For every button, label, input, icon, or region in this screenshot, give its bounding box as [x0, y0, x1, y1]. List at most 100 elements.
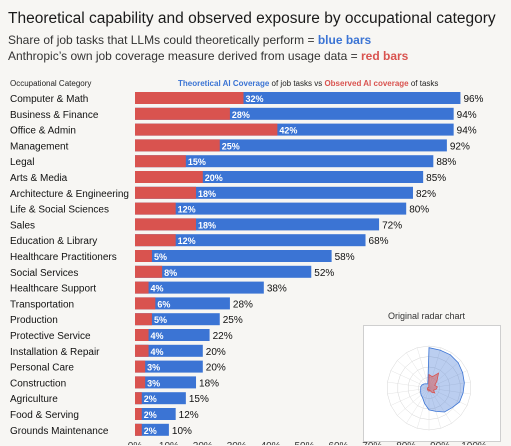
theoretical-bar — [135, 344, 203, 357]
x-tick-label: 60% — [328, 441, 348, 445]
observed-bar — [135, 250, 152, 262]
radar-spoke — [428, 387, 452, 424]
observed-bar — [135, 297, 156, 310]
x-tick-label: 100% — [461, 441, 487, 445]
theoretical-value-label: 82% — [416, 189, 436, 200]
theoretical-bar — [135, 360, 203, 373]
theoretical-value-label: 38% — [267, 284, 287, 295]
category-label: Sales — [10, 220, 35, 231]
category-label: Food & Serving — [10, 410, 79, 421]
category-label: Business & Finance — [10, 110, 99, 121]
category-label: Healthcare Practitioners — [10, 252, 117, 263]
theoretical-value-label: 92% — [450, 141, 470, 152]
theoretical-value-label: 94% — [457, 110, 477, 121]
category-label: Construction — [10, 378, 66, 389]
observed-value-label: 18% — [198, 189, 216, 199]
observed-value-label: 3% — [147, 378, 160, 388]
x-tick-label: 90% — [430, 441, 450, 445]
radar-chart — [387, 345, 471, 431]
x-tick-label: 80% — [396, 441, 416, 445]
inset-title: Original radar chart — [388, 311, 466, 321]
x-tick-label: 70% — [362, 441, 382, 445]
theoretical-bar — [135, 250, 332, 262]
category-label: Arts & Media — [10, 173, 68, 184]
legend-theoretical: Theoretical AI Coverage — [178, 79, 270, 88]
theoretical-value-label: 25% — [223, 315, 243, 326]
category-label: Education & Library — [10, 236, 97, 247]
theoretical-bar — [135, 423, 169, 436]
observed-value-label: 15% — [188, 157, 206, 167]
theoretical-bar — [135, 155, 434, 168]
radar-layer — [387, 345, 471, 431]
category-label: Grounds Maintenance — [10, 426, 109, 437]
theoretical-value-label: 10% — [172, 426, 192, 437]
category-label: Production — [10, 315, 58, 326]
legend-middle: of job tasks vs — [269, 79, 324, 88]
observed-value-label: 20% — [205, 173, 223, 183]
observed-bar — [135, 376, 146, 389]
observed-bar — [135, 123, 278, 136]
theoretical-bar — [135, 297, 230, 310]
observed-bar — [135, 186, 197, 199]
observed-value-label: 3% — [147, 363, 160, 373]
radar-theoretical-area — [420, 347, 465, 413]
radar-spoke — [397, 360, 430, 389]
theoretical-value-label: 72% — [382, 220, 402, 231]
observed-value-label: 5% — [154, 315, 167, 325]
subtitle-line-2: Anthropic’s own job coverage measure der… — [8, 49, 408, 63]
observed-value-label: 5% — [154, 252, 167, 262]
subtitle-red-bars: red bars — [360, 49, 409, 63]
x-tick-label: 50% — [294, 441, 314, 445]
radar-spoke — [390, 370, 430, 389]
theoretical-bar — [135, 171, 424, 183]
observed-bar — [135, 202, 176, 215]
observed-value-label: 4% — [151, 331, 164, 341]
observed-value-label: 2% — [144, 426, 157, 436]
radar-spoke — [387, 381, 430, 389]
category-label: Office & Admin — [10, 126, 76, 137]
observed-value-label: 32% — [245, 94, 263, 104]
category-label: Healthcare Support — [10, 284, 96, 295]
bars-layer: Occupational Category Theoretical AI Cove… — [10, 79, 487, 445]
radar-spoke — [390, 387, 430, 406]
subtitle-line-2-text: Anthropic’s own job coverage measure der… — [8, 49, 361, 63]
theoretical-value-label: 94% — [457, 126, 477, 137]
observed-value-label: 12% — [178, 236, 196, 246]
observed-value-label: 4% — [151, 347, 164, 357]
subtitle-blue-bars: blue bars — [317, 33, 372, 47]
observed-value-label: 8% — [164, 268, 177, 278]
theoretical-bar — [135, 202, 407, 215]
observed-value-label: 2% — [144, 394, 157, 404]
theoretical-value-label: 85% — [426, 173, 446, 184]
theoretical-bar — [135, 392, 186, 405]
observed-bar — [135, 92, 244, 104]
radar-spoke — [387, 387, 430, 395]
theoretical-value-label: 15% — [189, 394, 209, 405]
radar-spoke — [428, 370, 468, 389]
observed-value-label: 12% — [178, 205, 196, 215]
category-label: Architecture & Engineering — [10, 189, 129, 200]
observed-bar — [135, 171, 203, 183]
observed-bar — [135, 344, 149, 357]
radar-observed-area — [426, 372, 440, 394]
theoretical-bar — [135, 408, 176, 420]
theoretical-value-label: 68% — [369, 236, 389, 247]
x-tick-label: 10% — [159, 441, 179, 445]
observed-bar — [135, 281, 149, 294]
theoretical-bar — [135, 234, 366, 247]
observed-bar — [135, 234, 176, 247]
legend-end: of tasks — [409, 79, 439, 88]
observed-bar — [135, 155, 186, 168]
theoretical-value-label: 20% — [206, 363, 226, 374]
category-label: Social Services — [10, 268, 78, 279]
subtitle-line-1: Share of job tasks that LLMs could theor… — [8, 33, 371, 47]
x-tick-label: 30% — [227, 441, 247, 445]
observed-bar — [135, 139, 220, 152]
category-label: Personal Care — [10, 363, 74, 374]
category-label: Protective Service — [10, 331, 91, 342]
theoretical-bar — [135, 281, 264, 294]
category-label: Life & Social Sciences — [10, 205, 109, 216]
theoretical-value-label: 20% — [206, 347, 226, 358]
theoretical-value-label: 52% — [314, 268, 334, 279]
